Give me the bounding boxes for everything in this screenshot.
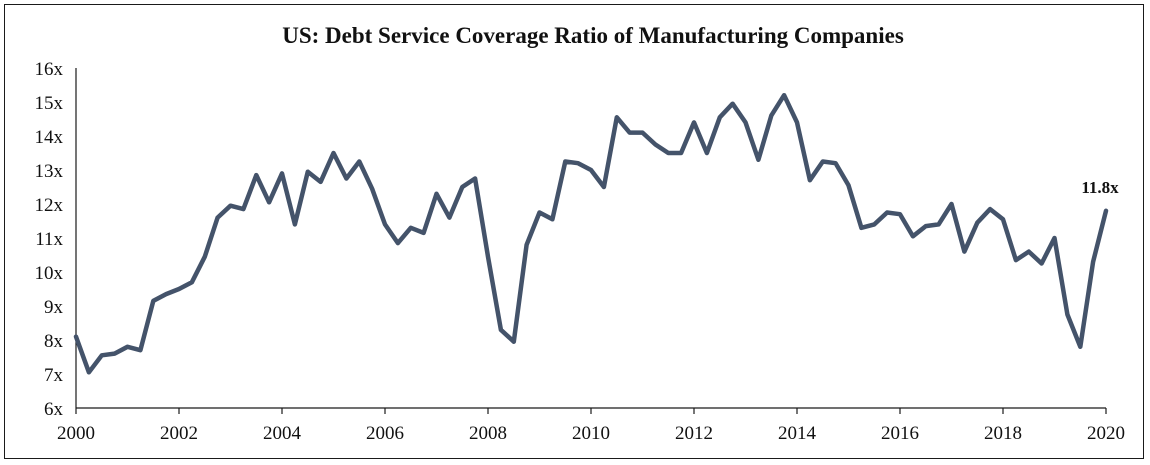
y-axis: 6x 7x 8x 9x 10x 11x 12x 13x 14x 15x 16x [35, 59, 77, 420]
y-tick-label: 6x [44, 399, 64, 420]
x-tick-label: 2002 [160, 423, 198, 444]
y-tick-label: 9x [44, 297, 64, 318]
x-axis: 2000 2002 2004 2006 2008 2010 2012 2014 2016 2018… [57, 407, 1125, 444]
x-tick-label: 2016 [881, 423, 919, 444]
y-tick-label: 15x [35, 93, 64, 114]
y-tick-label: 13x [35, 161, 64, 182]
x-tick-label: 2018 [984, 423, 1022, 444]
x-tick-label: 2020 [1087, 423, 1125, 444]
annotations: 11.8x [1081, 178, 1119, 197]
end-value-label: 11.8x [1081, 178, 1119, 197]
chart-title: US: Debt Service Coverage Ratio of Manuf… [282, 23, 904, 48]
y-tick-label: 8x [44, 331, 64, 352]
y-tick-label: 10x [35, 263, 64, 284]
y-tick-label: 14x [35, 127, 64, 148]
y-tick-label: 7x [44, 365, 64, 386]
line-chart: US: Debt Service Coverage Ratio of Manuf… [35, 23, 1126, 444]
x-tick-label: 2006 [366, 423, 404, 444]
y-tick-label: 11x [35, 229, 63, 250]
x-tick-label: 2000 [57, 423, 95, 444]
chart-frame: US: Debt Service Coverage Ratio of Manuf… [4, 4, 1144, 459]
series-group [73, 92, 1109, 375]
x-tick-label: 2004 [263, 423, 302, 444]
y-tick-label: 12x [35, 195, 64, 216]
x-tick-label: 2008 [469, 423, 507, 444]
x-tick-label: 2010 [572, 423, 610, 444]
x-tick-label: 2012 [675, 423, 713, 444]
y-tick-label: 16x [35, 59, 64, 80]
x-tick-label: 2014 [778, 423, 817, 444]
series-line [73, 92, 1109, 375]
